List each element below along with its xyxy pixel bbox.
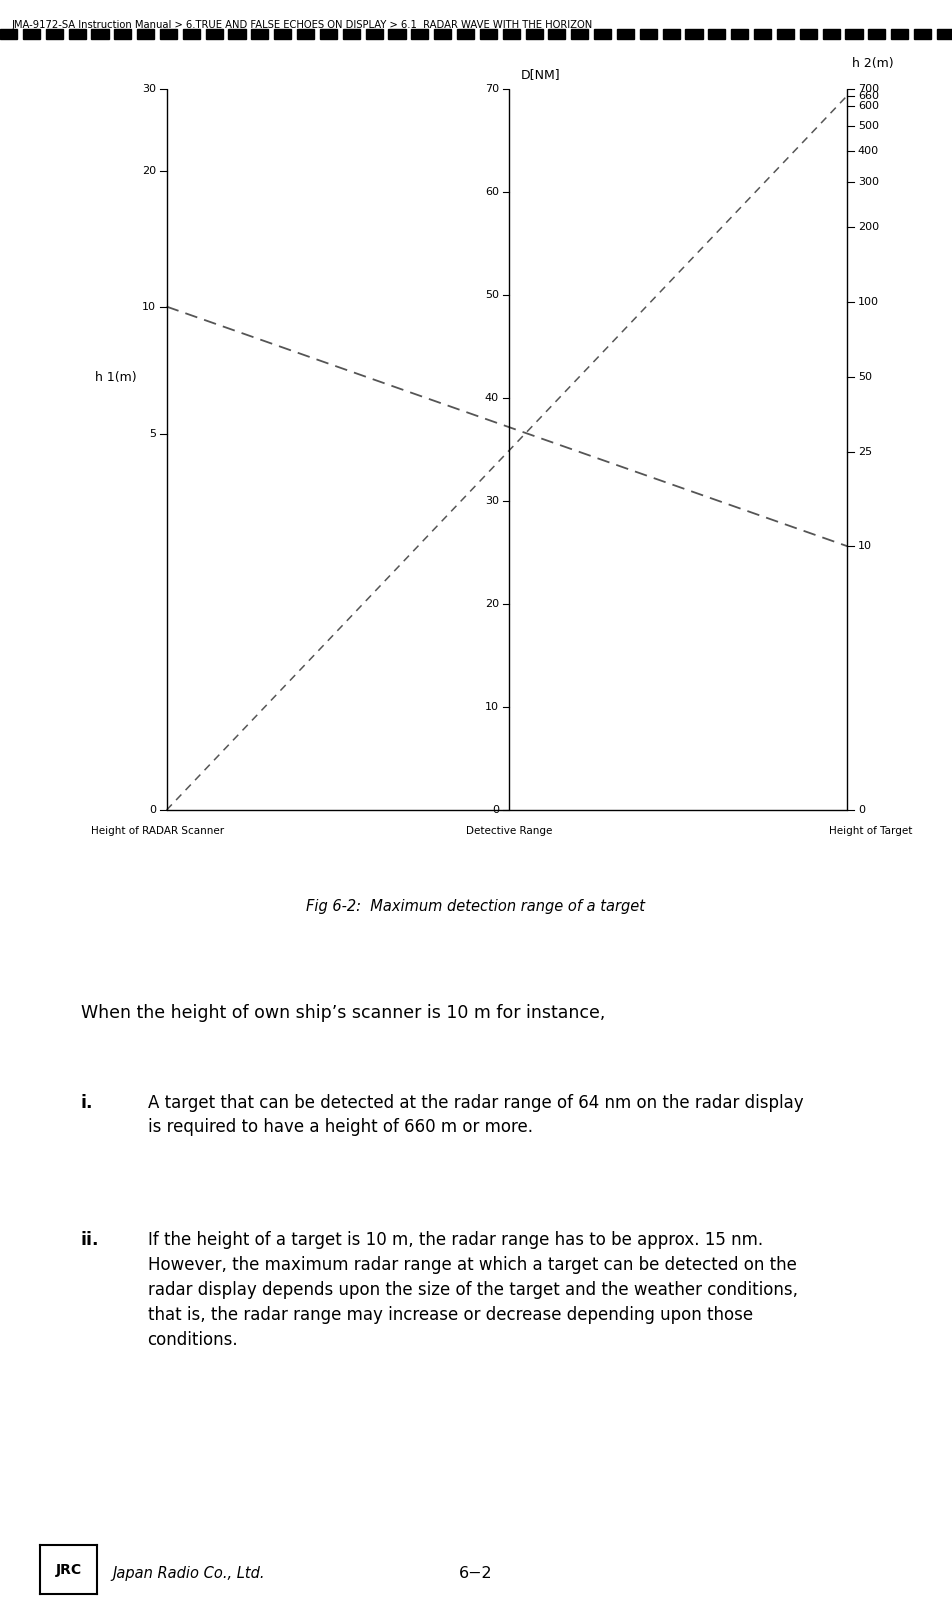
Text: 20: 20 [142,165,156,177]
Text: 70: 70 [485,84,499,94]
Text: Height of Target: Height of Target [829,826,913,836]
Text: ii.: ii. [81,1231,99,1249]
Text: 0: 0 [149,805,156,815]
Text: h 2(m): h 2(m) [852,57,894,70]
Text: 5: 5 [149,429,156,439]
Text: 25: 25 [858,447,872,457]
Text: 30: 30 [485,496,499,505]
Text: h 1(m): h 1(m) [95,371,137,384]
Text: 50: 50 [858,373,872,382]
Text: 0: 0 [858,805,864,815]
Text: D[NM]: D[NM] [521,68,561,81]
Text: 600: 600 [858,100,879,112]
Text: 0: 0 [492,805,499,815]
Text: 50: 50 [485,290,499,300]
Text: 20: 20 [485,599,499,609]
Text: If the height of a target is 10 m, the radar range has to be approx. 15 nm.
Howe: If the height of a target is 10 m, the r… [148,1231,798,1349]
Text: 300: 300 [858,177,879,186]
Text: 10: 10 [858,541,872,551]
Text: 700: 700 [858,84,879,94]
Text: 400: 400 [858,146,879,156]
Text: 30: 30 [142,84,156,94]
Text: When the height of own ship’s scanner is 10 m for instance,: When the height of own ship’s scanner is… [81,1004,605,1022]
Text: Height of RADAR Scanner: Height of RADAR Scanner [90,826,224,836]
Text: A target that can be detected at the radar range of 64 nm on the radar display
i: A target that can be detected at the rad… [148,1094,803,1137]
Text: 60: 60 [485,186,499,198]
Text: 6−2: 6−2 [459,1565,493,1581]
Text: 500: 500 [858,122,879,131]
Text: Fig 6-2:  Maximum detection range of a target: Fig 6-2: Maximum detection range of a ta… [307,899,645,914]
Text: i.: i. [81,1094,93,1111]
Text: 10: 10 [142,301,156,311]
Text: JMA-9172-SA Instruction Manual > 6.TRUE AND FALSE ECHOES ON DISPLAY > 6.1  RADAR: JMA-9172-SA Instruction Manual > 6.TRUE … [11,21,593,31]
Text: 100: 100 [858,296,879,308]
Text: 660: 660 [858,91,879,100]
Text: JRC: JRC [55,1563,82,1576]
Text: Detective Range: Detective Range [466,826,552,836]
Text: 200: 200 [858,222,879,232]
Text: 40: 40 [485,394,499,403]
Text: 10: 10 [485,701,499,713]
Text: Japan Radio Co., Ltd.: Japan Radio Co., Ltd. [112,1565,265,1581]
